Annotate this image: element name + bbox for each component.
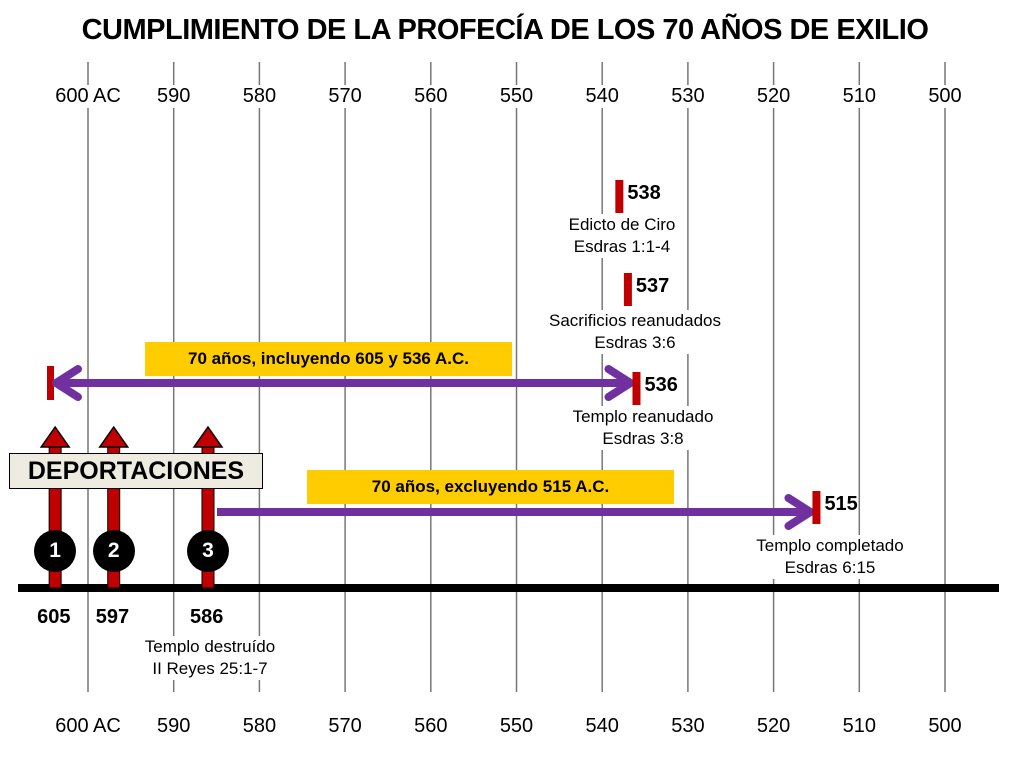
event-marker (812, 491, 821, 524)
span-band-inclusive: 70 años, incluyendo 605 y 536 A.C. (145, 342, 512, 376)
tick-label-bottom: 500 (926, 715, 964, 738)
tick-label-top: 600 AC (53, 85, 123, 108)
deportation-number-badge: 1 (34, 530, 77, 572)
tick-label-bottom: 520 (754, 715, 793, 738)
tick-label-bottom: 530 (669, 715, 707, 738)
deportation-arrow-head (192, 425, 224, 448)
tick-label-top: 500 (926, 85, 964, 108)
event-description-line: Templo reanudado (572, 407, 714, 426)
deportation-number-badge: 3 (186, 530, 229, 572)
event-description-line: Esdras 3:6 (594, 333, 676, 352)
temple-destroyed-note: Templo destruído II Reyes 25:1-7 (144, 636, 276, 680)
event-description-line: Templo completado (756, 536, 904, 555)
span-arrow-head (604, 365, 635, 401)
tick-label-bottom: 580 (240, 715, 279, 738)
tick-label-top: 540 (583, 85, 621, 108)
event-description: Sacrificios reanudados Esdras 3:6 (549, 310, 721, 354)
deportation-year: 597 (95, 606, 130, 628)
span-arrow-head (784, 494, 815, 530)
tick-label-top: 530 (669, 85, 707, 108)
tick-label-top: 550 (497, 85, 536, 108)
note-line: II Reyes 25:1-7 (152, 659, 268, 678)
tick-label-bottom: 540 (583, 715, 621, 738)
event-year: 536 (644, 374, 678, 396)
deportation-year: 586 (189, 606, 224, 628)
tick-label-bottom: 510 (840, 715, 878, 738)
span-arrow-head (52, 365, 82, 401)
event-marker (623, 273, 632, 306)
tick-label-top: 520 (754, 85, 793, 108)
tick-label-bottom: 600 AC (53, 715, 123, 738)
timeline-axis (18, 584, 999, 592)
span-band-exclusive: 70 años, excluyendo 515 A.C. (307, 470, 674, 504)
tick-label-top: 510 (840, 85, 878, 108)
tick-label-bottom: 550 (497, 715, 536, 738)
tick-label-top: 570 (326, 85, 364, 108)
event-description-line: Sacrificios reanudados (549, 311, 721, 330)
tick-label-top: 560 (412, 85, 450, 108)
event-marker (615, 180, 624, 213)
tick-label-top: 590 (155, 85, 193, 108)
tick-label-top: 580 (240, 85, 279, 108)
event-marker (632, 372, 641, 405)
tick-label-bottom: 560 (412, 715, 450, 738)
event-description: Templo completado Esdras 6:15 (756, 535, 904, 579)
tick-label-bottom: 590 (155, 715, 193, 738)
event-year: 515 (824, 493, 858, 515)
deportation-number-badge: 2 (92, 530, 135, 572)
deportation-year: 605 (37, 606, 71, 628)
start-marker-605 (47, 366, 54, 400)
event-description: Templo reanudado Esdras 3:8 (572, 406, 714, 450)
deportations-label: DEPORTACIONES (9, 453, 263, 489)
page-title: CUMPLIMIENTO DE LA PROFECÍA DE LOS 70 AÑ… (81, 14, 929, 46)
tick-label-bottom: 570 (326, 715, 364, 738)
event-year: 537 (635, 275, 670, 297)
event-description-line: Edicto de Ciro (568, 215, 676, 234)
note-line: Templo destruído (144, 637, 276, 656)
event-description-line: Esdras 1:1-4 (573, 237, 671, 256)
event-description-line: Esdras 6:15 (784, 558, 876, 577)
event-year: 538 (627, 182, 661, 204)
event-description-line: Esdras 3:8 (602, 429, 684, 448)
event-description: Edicto de Ciro Esdras 1:1-4 (568, 214, 676, 258)
deportation-arrow-head (98, 425, 130, 448)
deportation-arrow-head (39, 425, 71, 448)
